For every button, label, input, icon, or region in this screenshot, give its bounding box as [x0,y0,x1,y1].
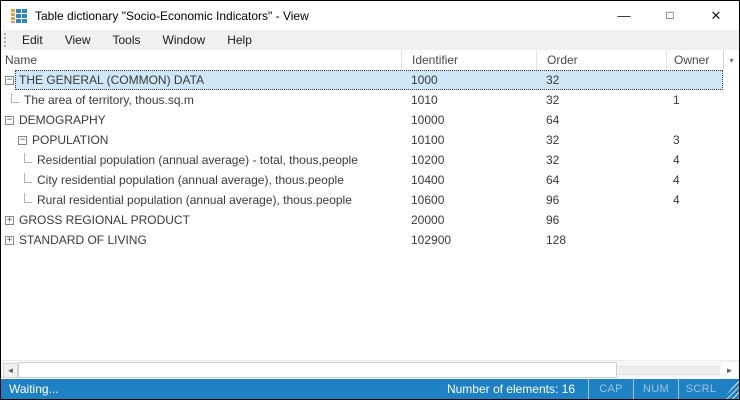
horizontal-scrollbar[interactable]: ◄ ► [1,360,739,379]
column-header-order[interactable]: Order [536,50,666,70]
row-identifier: 1000 [411,73,438,87]
status-bar: Waiting... Number of elements: 16 CAP NU… [1,379,739,399]
row-order: 96 [546,213,560,227]
table-row[interactable]: + STANDARD OF LIVING 102900 128 [1,230,723,250]
row-owner: 1 [673,93,680,107]
row-identifier: 102900 [411,233,452,247]
row-name: Residential population (annual average) … [37,153,358,167]
row-owner: 4 [673,153,680,167]
row-order: 64 [546,173,560,187]
row-order: 32 [546,133,560,147]
scrollbar-thumb[interactable] [18,362,617,378]
column-options-button[interactable]: ▾ [723,50,739,70]
tree-connector [24,193,32,203]
table-row[interactable]: Residential population (annual average) … [1,150,723,170]
collapse-icon[interactable]: − [5,74,14,85]
row-order: 32 [546,93,560,107]
scroll-right-button[interactable]: ► [722,363,737,378]
table-header: Name Identifier Order Owner ▾ [1,50,739,70]
app-icon [11,8,27,24]
row-identifier: 10600 [411,193,445,207]
table-row[interactable]: − DEMOGRAPHY 10000 64 [1,110,723,130]
row-order: 128 [546,233,567,247]
close-button[interactable]: ✕ [710,7,722,23]
status-message: Waiting... [9,382,59,396]
table-row[interactable]: − THE GENERAL (COMMON) DATA 1000 32 [1,70,723,90]
row-identifier: 10000 [411,113,445,127]
collapse-icon[interactable]: − [18,134,27,145]
menu-view[interactable]: View [64,32,91,47]
row-owner: 4 [673,193,680,207]
row-identifier: 10100 [411,133,445,147]
title-bar: Table dictionary "Socio-Economic Indicat… [1,1,739,30]
row-order: 32 [546,153,560,167]
row-name: City residential population (annual aver… [37,173,344,187]
arrow-right-icon: ► [725,366,734,375]
row-identifier: 10400 [411,173,445,187]
menu-window[interactable]: Window [162,32,206,47]
app-icon-table-glyph [16,8,27,23]
collapse-icon[interactable]: − [5,114,14,125]
status-separator [678,379,679,399]
row-identifier: 10200 [411,153,445,167]
expand-icon[interactable]: + [5,214,14,225]
column-header-name[interactable]: Name [5,53,38,67]
row-name: THE GENERAL (COMMON) DATA [19,73,205,87]
table-row[interactable]: − POPULATION 10100 32 3 [1,130,723,150]
row-identifier: 20000 [411,213,445,227]
chevron-down-icon: ▾ [729,55,734,65]
row-name: POPULATION [32,133,109,147]
table-row[interactable]: The area of territory, thous.sq.m 1010 3… [1,90,723,110]
caps-lock-indicator: CAP [599,383,623,395]
row-name: STANDARD OF LIVING [19,233,147,247]
column-header-identifier[interactable]: Identifier [401,50,536,70]
window-title: Table dictionary "Socio-Economic Indicat… [35,8,309,23]
scroll-lock-indicator: SCRL [685,383,717,395]
maximize-button[interactable]: □ [666,7,674,22]
expand-icon[interactable]: + [5,234,14,245]
minimize-button[interactable]: — [617,8,631,23]
row-owner: 4 [673,173,680,187]
row-order: 32 [546,73,560,87]
table-row[interactable]: Rural residential population (annual ave… [1,190,723,210]
status-separator [588,379,589,399]
arrow-left-icon: ◄ [6,366,15,375]
row-name: The area of territory, thous.sq.m [24,93,194,107]
scrollbar-track[interactable] [618,366,720,375]
table-row[interactable]: City residential population (annual aver… [1,170,723,190]
row-name: Rural residential population (annual ave… [37,193,352,207]
element-count: Number of elements: 16 [446,382,575,396]
toolbar-grip[interactable] [4,33,6,47]
menu-tools[interactable]: Tools [112,32,141,47]
table-body: − THE GENERAL (COMMON) DATA 1000 32 The … [1,70,739,250]
status-separator [633,379,634,399]
tree-connector [24,173,32,183]
menu-edit[interactable]: Edit [22,32,43,47]
menu-help[interactable]: Help [227,32,252,47]
row-identifier: 1010 [411,93,438,107]
tree-connector [11,93,19,103]
app-icon-orange-bar [11,8,15,23]
tree-connector [24,153,32,163]
status-right: Number of elements: 16 CAP NUM SCRL [447,379,739,399]
row-order: 64 [546,113,560,127]
empty-table-area [1,250,739,360]
row-name: GROSS REGIONAL PRODUCT [19,213,190,227]
window-controls: — □ ✕ [601,1,739,30]
num-lock-indicator: NUM [643,383,669,395]
table-row[interactable]: + GROSS REGIONAL PRODUCT 20000 96 [1,210,723,230]
scroll-left-button[interactable]: ◄ [3,363,18,378]
resize-grip-icon[interactable] [723,379,739,399]
column-header-owner[interactable]: Owner [666,50,723,70]
menu-bar: Edit View Tools Window Help [1,30,739,50]
row-name: DEMOGRAPHY [19,113,106,127]
row-order: 96 [546,193,560,207]
row-owner: 3 [673,133,680,147]
